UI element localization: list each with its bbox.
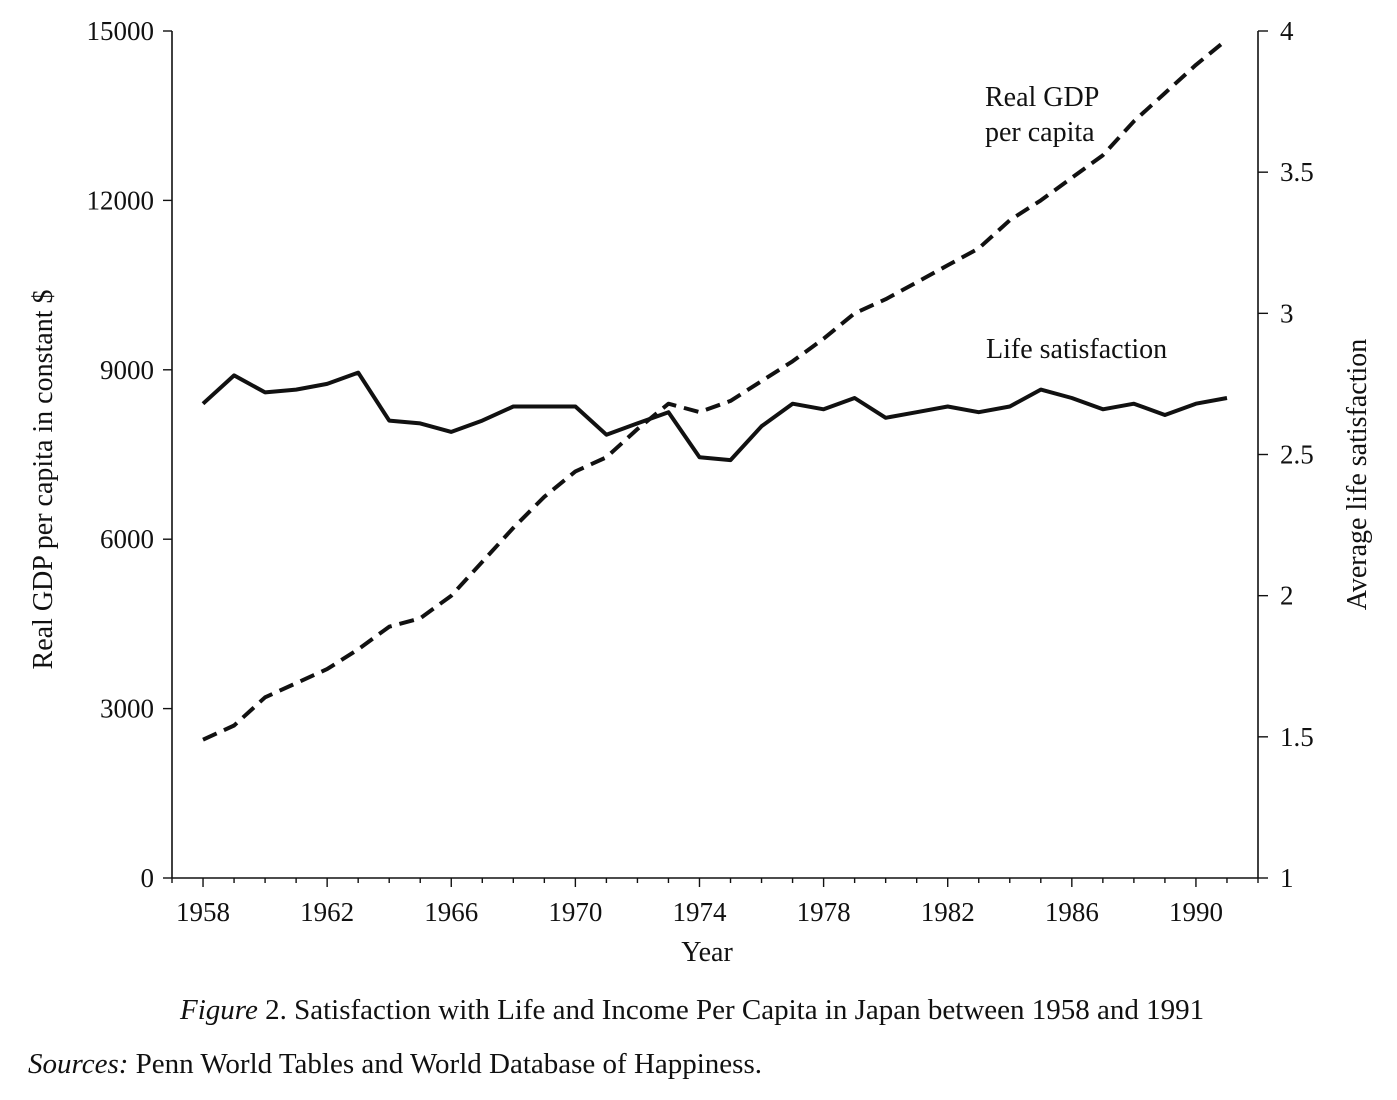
y-left-tick-label: 12000 (87, 185, 155, 215)
life-satisfaction-series-label: Life satisfaction (986, 334, 1167, 365)
x-axis-title: Year (681, 937, 733, 968)
life-satisfaction-series-line (201, 370, 1228, 463)
x-tick-label: 1966 (424, 897, 478, 927)
gdp-series-label: Real GDP (985, 82, 1099, 113)
x-tick-label: 1962 (300, 897, 354, 927)
sources-text: Penn World Tables and World Database of … (128, 1048, 763, 1080)
x-tick-label: 1982 (921, 897, 975, 927)
labels: 1958 1962 1966 1970 1974 1978 1982 1986 1990 0 300… (28, 16, 1373, 968)
y-right-tick-label: 1.5 (1280, 722, 1314, 752)
y-left-tick-label: 0 (141, 863, 155, 893)
y-right-tick-label: 3.5 (1280, 157, 1314, 187)
y-left-tick-label: 15000 (87, 16, 155, 46)
y-left-tick-label: 6000 (100, 524, 154, 554)
y-right-tick-label: 2.5 (1280, 440, 1314, 470)
y-right-tick-label: 4 (1280, 16, 1294, 46)
x-tick-label: 1986 (1045, 897, 1099, 927)
ticks (163, 30, 1268, 887)
figure-caption-label: Figure (180, 994, 258, 1026)
sources-note: Sources: Penn World Tables and World Dat… (28, 1048, 762, 1081)
x-tick-label: 1974 (672, 897, 727, 927)
x-tick-label: 1990 (1169, 897, 1223, 927)
x-tick-label: 1958 (176, 897, 230, 927)
y-right-tick-label: 2 (1280, 581, 1294, 611)
sources-label: Sources: (28, 1048, 129, 1080)
y-right-tick-label: 3 (1280, 298, 1294, 328)
figure-caption: Figure 2. Satisfaction with Life and Inc… (180, 994, 1204, 1027)
y-left-tick-label: 9000 (100, 355, 154, 385)
x-tick-label: 1978 (797, 897, 851, 927)
y-left-tick-label: 3000 (100, 694, 154, 724)
y-right-tick-label: 1 (1280, 863, 1294, 893)
gdp-series-line (202, 37, 1229, 742)
figure-caption-text: 2. Satisfaction with Life and Income Per… (257, 994, 1205, 1026)
x-tick-label: 1970 (548, 897, 602, 927)
y-axis-right-title: Average life satisfaction (1342, 339, 1373, 611)
y-axis-left-title: Real GDP per capita in constant $ (28, 290, 59, 670)
series (201, 37, 1229, 742)
axes (171, 31, 1259, 879)
gdp-series-label: per capita (985, 117, 1095, 148)
